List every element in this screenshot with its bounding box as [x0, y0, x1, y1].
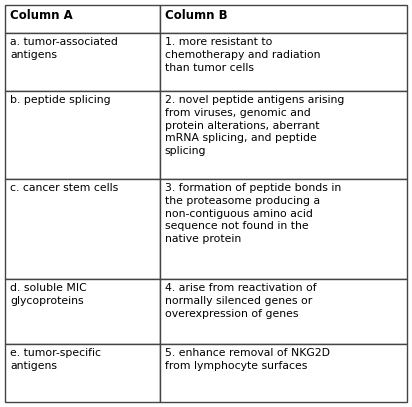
Bar — [5, 33, 160, 91]
Text: Column A: Column A — [10, 9, 73, 22]
Bar — [160, 179, 407, 279]
Bar — [5, 179, 160, 279]
Bar — [5, 91, 160, 179]
Bar — [160, 344, 407, 402]
Bar — [160, 5, 407, 33]
Text: 3. formation of peptide bonds in
the proteasome producing a
non-contiguous amino: 3. formation of peptide bonds in the pro… — [165, 183, 341, 244]
Text: 1. more resistant to
chemotherapy and radiation
than tumor cells: 1. more resistant to chemotherapy and ra… — [165, 37, 320, 72]
Bar — [160, 33, 407, 91]
Text: 4. arise from reactivation of
normally silenced genes or
overexpression of genes: 4. arise from reactivation of normally s… — [165, 283, 316, 319]
Text: c. cancer stem cells: c. cancer stem cells — [10, 183, 118, 193]
Bar — [5, 344, 160, 402]
Text: 5. enhance removal of NKG2D
from lymphocyte surfaces: 5. enhance removal of NKG2D from lymphoc… — [165, 348, 330, 371]
Text: 2. novel peptide antigens arising
from viruses, genomic and
protein alterations,: 2. novel peptide antigens arising from v… — [165, 95, 344, 156]
Bar — [160, 279, 407, 344]
Bar — [5, 5, 160, 33]
Text: d. soluble MIC
glycoproteins: d. soluble MIC glycoproteins — [10, 283, 87, 306]
Text: e. tumor-specific
antigens: e. tumor-specific antigens — [10, 348, 101, 371]
Text: Column B: Column B — [165, 9, 227, 22]
Bar — [160, 91, 407, 179]
Text: a. tumor-associated
antigens: a. tumor-associated antigens — [10, 37, 118, 60]
Text: b. peptide splicing: b. peptide splicing — [10, 95, 111, 105]
Bar — [5, 279, 160, 344]
